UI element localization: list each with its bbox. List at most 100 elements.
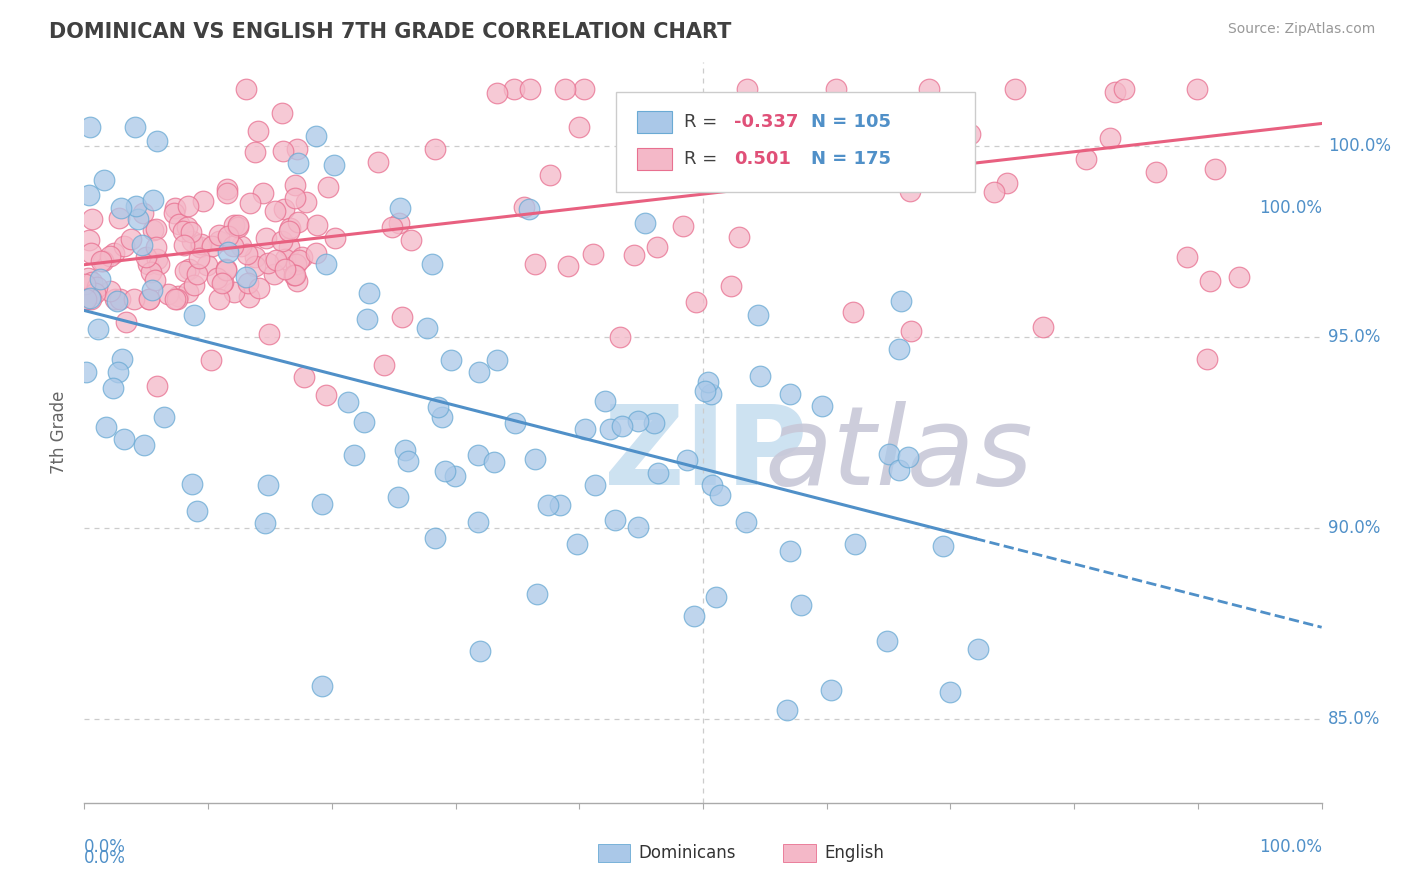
- Point: [1099, 130, 1122, 145]
- Text: English: English: [824, 844, 884, 863]
- Point: [790, 598, 813, 612]
- Point: [877, 447, 900, 461]
- Text: 95.0%: 95.0%: [1327, 328, 1381, 346]
- Point: [524, 451, 547, 466]
- Point: [603, 513, 626, 527]
- Point: [186, 503, 208, 517]
- Point: [391, 310, 413, 325]
- Point: [287, 252, 309, 267]
- Point: [889, 463, 911, 477]
- Point: [208, 235, 231, 249]
- Point: [163, 202, 186, 216]
- Point: [672, 219, 695, 233]
- Text: Source: ZipAtlas.com: Source: ZipAtlas.com: [1227, 22, 1375, 37]
- Point: [93, 172, 115, 186]
- Point: [932, 540, 955, 554]
- Point: [513, 200, 536, 214]
- Point: [820, 682, 842, 697]
- Point: [77, 233, 100, 247]
- Point: [503, 416, 526, 430]
- Point: [709, 488, 731, 502]
- Point: [311, 498, 333, 512]
- Point: [257, 477, 280, 491]
- Point: [842, 304, 865, 318]
- Point: [266, 252, 288, 267]
- Point: [315, 257, 337, 271]
- Point: [876, 160, 898, 174]
- Point: [263, 267, 285, 281]
- Point: [565, 537, 588, 551]
- Point: [783, 137, 806, 152]
- Point: [274, 252, 297, 267]
- Point: [735, 515, 758, 529]
- Point: [98, 285, 121, 299]
- Point: [271, 106, 294, 120]
- Point: [468, 365, 491, 379]
- Text: DOMINICAN VS ENGLISH 7TH GRADE CORRELATION CHART: DOMINICAN VS ENGLISH 7TH GRADE CORRELATI…: [49, 22, 731, 42]
- Point: [315, 388, 337, 402]
- Point: [190, 240, 212, 254]
- Text: N = 105: N = 105: [811, 112, 890, 130]
- Point: [217, 182, 239, 196]
- Point: [357, 285, 380, 300]
- Point: [208, 292, 231, 306]
- Point: [153, 410, 176, 425]
- Point: [554, 82, 576, 96]
- Point: [226, 218, 249, 232]
- Point: [124, 120, 146, 135]
- Point: [235, 270, 257, 285]
- Point: [142, 223, 165, 237]
- Point: [101, 381, 124, 395]
- Point: [876, 634, 898, 648]
- Point: [201, 239, 224, 253]
- Point: [524, 257, 547, 271]
- Point: [401, 233, 423, 247]
- Text: ZIP: ZIP: [605, 401, 807, 508]
- Point: [131, 237, 153, 252]
- Point: [890, 293, 912, 308]
- Point: [675, 453, 697, 467]
- Point: [425, 142, 447, 156]
- Point: [143, 273, 166, 287]
- Point: [396, 453, 419, 467]
- Point: [124, 199, 146, 213]
- Point: [323, 231, 346, 245]
- Text: 0.0%: 0.0%: [84, 848, 127, 867]
- Point: [336, 395, 359, 409]
- Point: [245, 250, 267, 264]
- Point: [284, 268, 307, 283]
- Point: [84, 286, 107, 301]
- Point: [727, 229, 749, 244]
- Point: [247, 281, 270, 295]
- Point: [825, 82, 848, 96]
- Point: [891, 157, 914, 171]
- Point: [278, 240, 301, 254]
- Point: [271, 234, 294, 248]
- Point: [311, 679, 333, 693]
- Point: [239, 196, 262, 211]
- Point: [430, 409, 453, 424]
- Point: [253, 516, 276, 530]
- Point: [609, 330, 631, 344]
- Point: [252, 186, 274, 200]
- Point: [176, 285, 198, 300]
- Point: [1204, 161, 1226, 176]
- Point: [82, 212, 104, 227]
- Point: [86, 279, 108, 293]
- Point: [245, 145, 267, 160]
- Point: [388, 201, 411, 215]
- Point: [142, 193, 165, 207]
- Point: [1032, 319, 1054, 334]
- Bar: [637, 111, 672, 133]
- Point: [120, 232, 142, 246]
- Point: [89, 272, 111, 286]
- Text: R =: R =: [685, 150, 730, 168]
- Point: [416, 320, 439, 334]
- Point: [568, 120, 591, 135]
- Point: [217, 228, 239, 243]
- Point: [647, 240, 669, 254]
- Point: [284, 178, 307, 192]
- Point: [112, 239, 135, 253]
- Point: [173, 238, 195, 252]
- Point: [215, 261, 238, 276]
